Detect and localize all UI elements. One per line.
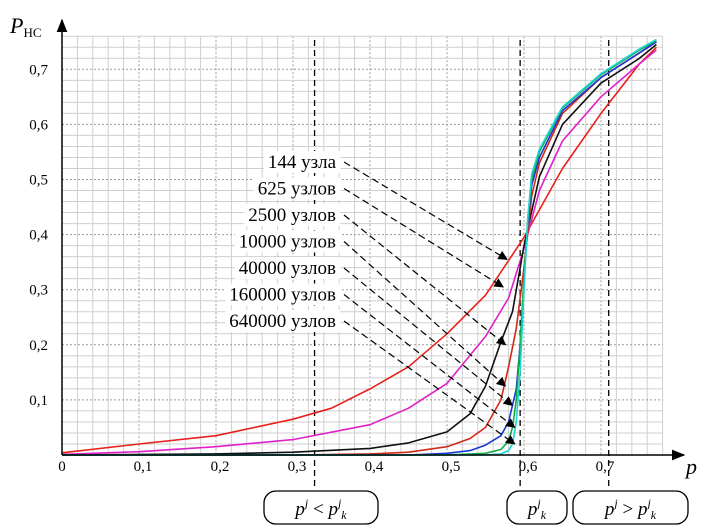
legend-arrow-2: [343, 187, 505, 288]
legend-label-7: 640000 узлов: [229, 311, 336, 332]
legend-label-3: 2500 узлов: [248, 205, 336, 226]
region-box-1: [263, 490, 379, 525]
x-tick-label: 0,2: [211, 459, 230, 475]
x-tick-label: 0,6: [519, 459, 538, 475]
legend-arrow-6: [343, 294, 516, 429]
region-box-3: [572, 490, 689, 525]
series-layer: [61, 38, 657, 456]
legend-label-bg: [234, 257, 341, 279]
legend-arrows: [343, 161, 516, 445]
x-tick-label: 0,4: [365, 459, 384, 475]
legend-arrow-3: [343, 214, 507, 346]
x-tick-label: 0: [58, 459, 66, 475]
tick-labels: 0 0,1 0,2 0,3 0,4 0,5 0,6 0,7 0,1 0,2 0,3 0,4 0,5 0,6…: [29, 62, 615, 475]
legend-label-1: 144 узла: [268, 152, 337, 173]
series-line-6: [62, 39, 657, 456]
x-axis-title: p: [684, 454, 697, 479]
region-label-3: pj > pjk: [603, 496, 657, 522]
legend-label-bg: [225, 283, 341, 306]
legend-label-bg: [253, 177, 341, 200]
y-tick-label: 0,7: [29, 62, 48, 78]
y-tick-label: 0,6: [29, 117, 48, 133]
series-line-4: [62, 41, 657, 456]
y-axis-title: PНС: [9, 13, 42, 40]
legend-arrow-1: [343, 161, 508, 260]
region-label-1: pj < pjk: [293, 496, 347, 522]
x-tick-label: 0,5: [442, 459, 461, 475]
x-tick-label: 0,1: [134, 459, 153, 475]
x-tick-label: 0,3: [288, 459, 307, 475]
legend-arrow-4: [343, 241, 507, 387]
legend-label-2: 625 узлов: [258, 179, 336, 200]
region-labels: pj < pjk pjk pj > pjk: [263, 490, 689, 525]
axes: [56, 18, 686, 461]
legend-label-6: 160000 узлов: [229, 285, 336, 306]
legend-arrow-5: [343, 267, 514, 407]
region-box-2: [506, 490, 568, 525]
legend-label-bg: [244, 204, 341, 226]
legend-label-5: 40000 узлов: [239, 258, 336, 279]
legend-labels: 144 узла 625 узлов 2500 узлов 10000 узлов 40…: [225, 151, 341, 332]
y-tick-label: 0,5: [29, 173, 48, 189]
x-tick-label: 0,7: [596, 459, 615, 475]
legend-label-bg: [263, 151, 341, 173]
legend-label-bg: [225, 310, 341, 332]
series-line-2: [61, 49, 657, 456]
y-tick-label: 0,1: [29, 393, 48, 409]
legend-label-bg: [234, 230, 341, 253]
y-tick-label: 0,2: [29, 338, 48, 354]
y-tick-label: 0,3: [29, 283, 48, 299]
region-label-2: pjk: [526, 496, 547, 522]
legend-label-4: 10000 узлов: [239, 232, 336, 253]
y-tick-label: 0,4: [29, 228, 48, 244]
legend-arrow-7: [343, 320, 516, 445]
series-line-3: [61, 43, 657, 456]
vertical-markers: [313, 40, 610, 490]
series-line-7: [62, 38, 657, 456]
series-line-1: [61, 46, 657, 454]
